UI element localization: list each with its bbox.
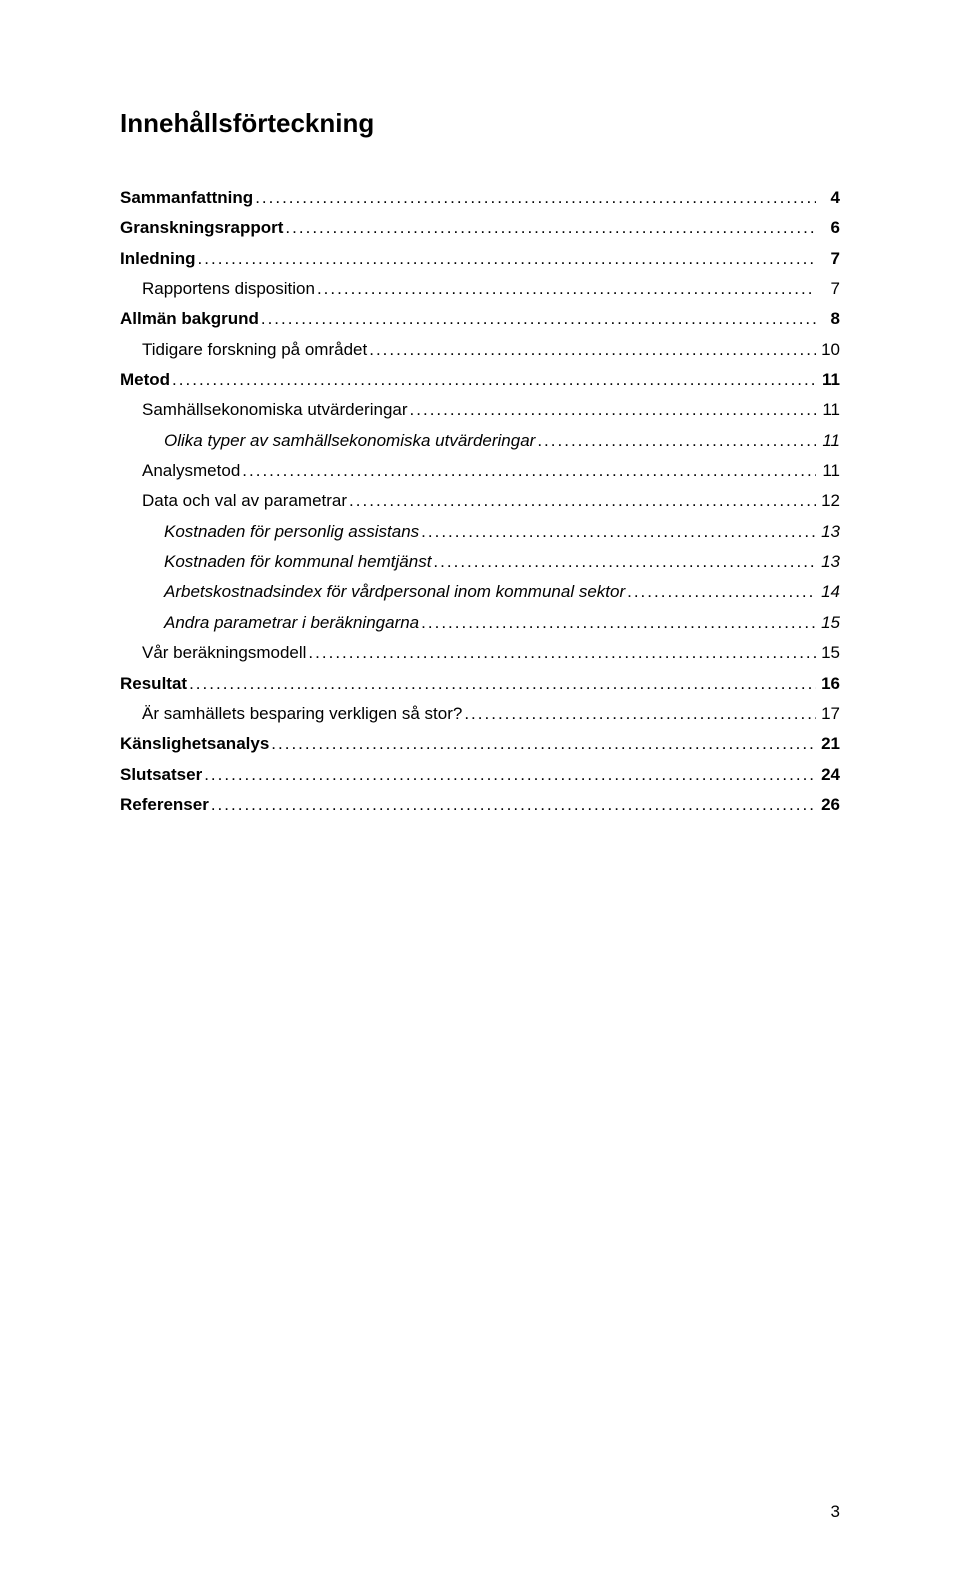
toc-entry-label: Data och val av parametrar bbox=[142, 488, 347, 514]
toc-leader-dots bbox=[537, 428, 816, 454]
toc-entry-page: 14 bbox=[818, 579, 840, 605]
toc-entry-label: Kostnaden för personlig assistans bbox=[164, 519, 419, 545]
toc-leader-dots bbox=[349, 488, 816, 514]
toc-entry-label: Olika typer av samhällsekonomiska utvärd… bbox=[164, 428, 535, 454]
toc-entry-label: Inledning bbox=[120, 246, 196, 272]
toc-entry-label: Känslighetsanalys bbox=[120, 731, 269, 757]
toc-leader-dots bbox=[211, 792, 816, 818]
toc-row: Referenser 26 bbox=[120, 792, 840, 818]
toc-entry-page: 13 bbox=[818, 549, 840, 575]
toc-entry-page: 11 bbox=[818, 428, 840, 454]
toc-row: Olika typer av samhällsekonomiska utvärd… bbox=[120, 428, 840, 454]
toc-entry-page: 26 bbox=[818, 792, 840, 818]
toc-leader-dots bbox=[261, 306, 816, 332]
toc-leader-dots bbox=[242, 458, 816, 484]
toc-entry-page: 15 bbox=[818, 640, 840, 666]
toc-entry-label: Analysmetod bbox=[142, 458, 240, 484]
toc-row: Analysmetod 11 bbox=[120, 458, 840, 484]
toc-entry-label: Samhällsekonomiska utvärderingar bbox=[142, 397, 408, 423]
toc-entry-label: Andra parametrar i beräkningarna bbox=[164, 610, 419, 636]
toc-row: Slutsatser 24 bbox=[120, 762, 840, 788]
toc-entry-page: 10 bbox=[818, 337, 840, 363]
toc-entry-page: 12 bbox=[818, 488, 840, 514]
page-number: 3 bbox=[831, 1502, 840, 1522]
toc-entry-page: 6 bbox=[818, 215, 840, 241]
toc-row: Metod 11 bbox=[120, 367, 840, 393]
toc-entry-label: Sammanfattning bbox=[120, 185, 253, 211]
toc-row: Samhällsekonomiska utvärderingar 11 bbox=[120, 397, 840, 423]
toc-leader-dots bbox=[204, 762, 816, 788]
toc-leader-dots bbox=[308, 640, 816, 666]
toc-entry-page: 13 bbox=[818, 519, 840, 545]
toc-row: Vår beräkningsmodell 15 bbox=[120, 640, 840, 666]
toc-leader-dots bbox=[271, 731, 816, 757]
toc-row: Tidigare forskning på området 10 bbox=[120, 337, 840, 363]
toc-entry-label: Granskningsrapport bbox=[120, 215, 283, 241]
toc-leader-dots bbox=[189, 671, 816, 697]
toc-entry-label: Är samhällets besparing verkligen så sto… bbox=[142, 701, 462, 727]
toc-row: Inledning 7 bbox=[120, 246, 840, 272]
toc-leader-dots bbox=[172, 367, 816, 393]
toc-entry-page: 15 bbox=[818, 610, 840, 636]
toc-leader-dots bbox=[433, 549, 816, 575]
page-container: Innehållsförteckning Sammanfattning 4 Gran… bbox=[0, 0, 960, 1586]
toc-list: Sammanfattning 4 Granskningsrapport 6 Inledn… bbox=[120, 185, 840, 818]
toc-entry-page: 4 bbox=[818, 185, 840, 211]
toc-row: Känslighetsanalys 21 bbox=[120, 731, 840, 757]
toc-entry-page: 11 bbox=[818, 458, 840, 484]
toc-entry-label: Kostnaden för kommunal hemtjänst bbox=[164, 549, 431, 575]
toc-row: Kostnaden för kommunal hemtjänst 13 bbox=[120, 549, 840, 575]
toc-leader-dots bbox=[421, 610, 816, 636]
toc-entry-page: 7 bbox=[818, 276, 840, 302]
toc-entry-page: 7 bbox=[818, 246, 840, 272]
toc-row: Allmän bakgrund 8 bbox=[120, 306, 840, 332]
toc-entry-page: 16 bbox=[818, 671, 840, 697]
toc-entry-page: 24 bbox=[818, 762, 840, 788]
toc-entry-label: Referenser bbox=[120, 792, 209, 818]
toc-row: Andra parametrar i beräkningarna 15 bbox=[120, 610, 840, 636]
toc-entry-label: Resultat bbox=[120, 671, 187, 697]
toc-entry-label: Rapportens disposition bbox=[142, 276, 315, 302]
toc-leader-dots bbox=[410, 397, 816, 423]
toc-title: Innehållsförteckning bbox=[120, 108, 840, 139]
toc-leader-dots bbox=[198, 246, 816, 272]
toc-row: Rapportens disposition 7 bbox=[120, 276, 840, 302]
toc-leader-dots bbox=[627, 579, 816, 605]
toc-row: Resultat 16 bbox=[120, 671, 840, 697]
toc-entry-label: Arbetskostnadsindex för vårdpersonal ino… bbox=[164, 579, 625, 605]
toc-entry-label: Allmän bakgrund bbox=[120, 306, 259, 332]
toc-leader-dots bbox=[369, 337, 816, 363]
toc-entry-label: Slutsatser bbox=[120, 762, 202, 788]
toc-leader-dots bbox=[421, 519, 816, 545]
toc-row: Sammanfattning 4 bbox=[120, 185, 840, 211]
toc-leader-dots bbox=[317, 276, 816, 302]
toc-entry-page: 17 bbox=[818, 701, 840, 727]
toc-leader-dots bbox=[464, 701, 816, 727]
toc-row: Data och val av parametrar 12 bbox=[120, 488, 840, 514]
toc-row: Kostnaden för personlig assistans 13 bbox=[120, 519, 840, 545]
toc-leader-dots bbox=[255, 185, 816, 211]
toc-entry-label: Metod bbox=[120, 367, 170, 393]
toc-entry-label: Tidigare forskning på området bbox=[142, 337, 367, 363]
toc-leader-dots bbox=[285, 215, 816, 241]
toc-entry-page: 11 bbox=[818, 397, 840, 423]
toc-row: Granskningsrapport 6 bbox=[120, 215, 840, 241]
toc-row: Arbetskostnadsindex för vårdpersonal ino… bbox=[120, 579, 840, 605]
toc-entry-page: 21 bbox=[818, 731, 840, 757]
toc-entry-page: 11 bbox=[818, 367, 840, 393]
toc-row: Är samhällets besparing verkligen så sto… bbox=[120, 701, 840, 727]
toc-entry-page: 8 bbox=[818, 306, 840, 332]
toc-entry-label: Vår beräkningsmodell bbox=[142, 640, 306, 666]
